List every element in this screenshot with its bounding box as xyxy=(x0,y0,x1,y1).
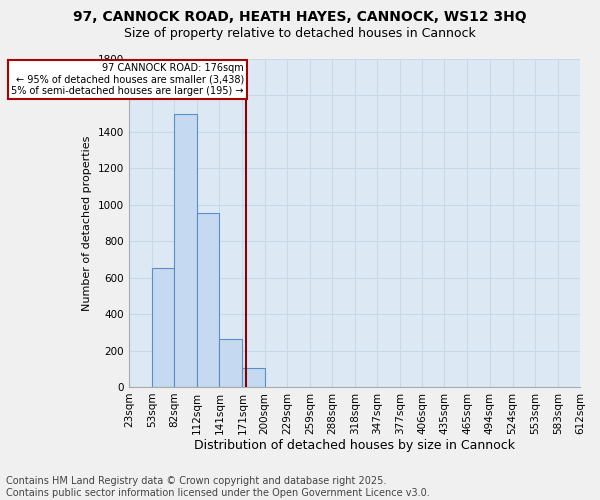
Bar xyxy=(174,114,197,387)
Text: 97 CANNOCK ROAD: 176sqm
← 95% of detached houses are smaller (3,438)
5% of semi-: 97 CANNOCK ROAD: 176sqm ← 95% of detache… xyxy=(11,62,244,96)
X-axis label: Distribution of detached houses by size in Cannock: Distribution of detached houses by size … xyxy=(194,440,515,452)
Text: 97, CANNOCK ROAD, HEATH HAYES, CANNOCK, WS12 3HQ: 97, CANNOCK ROAD, HEATH HAYES, CANNOCK, … xyxy=(73,10,527,24)
Bar xyxy=(242,368,265,387)
Text: Contains HM Land Registry data © Crown copyright and database right 2025.
Contai: Contains HM Land Registry data © Crown c… xyxy=(6,476,430,498)
Bar xyxy=(152,268,174,387)
Bar xyxy=(220,340,242,387)
Y-axis label: Number of detached properties: Number of detached properties xyxy=(82,136,92,310)
Bar xyxy=(197,214,220,387)
Text: Size of property relative to detached houses in Cannock: Size of property relative to detached ho… xyxy=(124,28,476,40)
